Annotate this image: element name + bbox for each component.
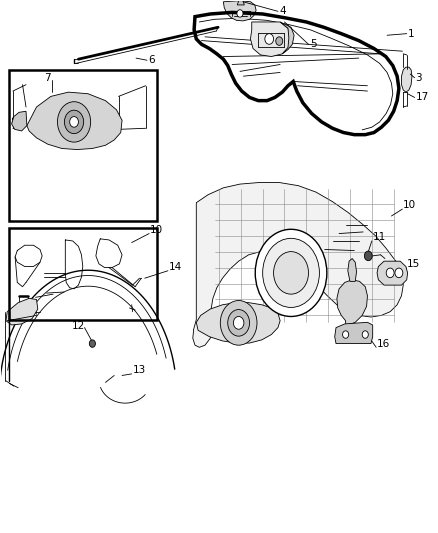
Polygon shape [193,182,403,348]
Circle shape [362,331,368,338]
Circle shape [263,238,319,308]
Text: 11: 11 [373,232,386,243]
Polygon shape [6,298,38,325]
Text: 14: 14 [169,262,182,271]
Text: 15: 15 [407,259,420,269]
Polygon shape [223,1,256,21]
Circle shape [237,10,243,17]
Polygon shape [402,67,412,92]
Polygon shape [377,261,408,285]
Polygon shape [251,22,291,56]
Text: 8: 8 [11,117,17,127]
Text: 16: 16 [377,338,390,349]
Circle shape [265,34,274,44]
Circle shape [274,252,308,294]
Text: 3: 3 [416,73,422,83]
Polygon shape [237,1,244,5]
Polygon shape [12,111,27,131]
Text: 6: 6 [148,55,155,65]
Circle shape [89,340,95,348]
Text: 5: 5 [310,39,316,49]
Circle shape [364,251,372,261]
Circle shape [276,37,283,45]
Circle shape [64,110,84,134]
Polygon shape [337,280,367,326]
Circle shape [255,229,327,317]
Text: 12: 12 [71,321,85,331]
Polygon shape [27,92,122,150]
Text: 7: 7 [44,73,51,83]
Text: 1: 1 [408,29,415,39]
Circle shape [70,117,78,127]
Circle shape [386,268,394,278]
Circle shape [228,310,250,336]
Polygon shape [196,303,280,343]
Circle shape [233,317,244,329]
Polygon shape [348,259,357,281]
Text: 17: 17 [416,92,429,102]
Text: 10: 10 [150,225,163,236]
Polygon shape [280,22,294,54]
Circle shape [220,301,257,345]
Text: 4: 4 [279,6,286,17]
Circle shape [343,331,349,338]
Text: 10: 10 [403,200,417,211]
Circle shape [395,268,403,278]
Text: 13: 13 [133,365,146,375]
Circle shape [57,102,91,142]
Polygon shape [335,322,373,344]
